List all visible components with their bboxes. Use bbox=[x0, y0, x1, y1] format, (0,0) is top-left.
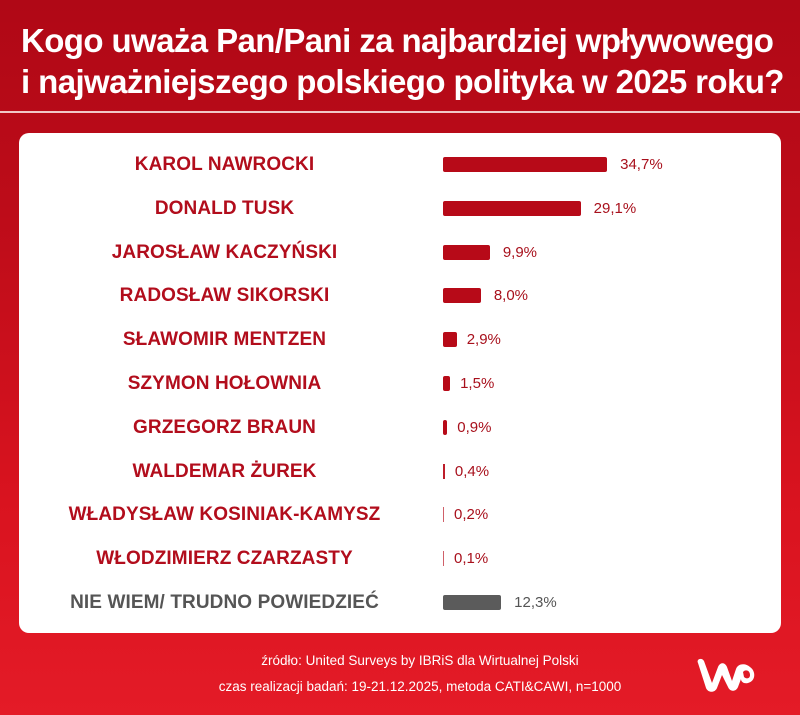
chart-row: SŁAWOMIR MENTZEN 2,9% bbox=[19, 325, 781, 355]
chart-row: WŁADYSŁAW KOSINIAK-KAMYSZ 0,2% bbox=[19, 500, 781, 530]
chart-title: Kogo uważa Pan/Pani za najbardziej wpływ… bbox=[21, 20, 791, 102]
value-label: 12,3% bbox=[514, 594, 557, 611]
chart-row: NIE WIEM/ TRUDNO POWIEDZIEĆ 12,3% bbox=[19, 588, 781, 618]
value-label: 9,9% bbox=[502, 243, 538, 261]
value-label: 8,0% bbox=[493, 287, 529, 305]
value-label: 34,7% bbox=[620, 156, 663, 173]
value-bar bbox=[443, 463, 445, 479]
category-label: JAROSŁAW KACZYŃSKI bbox=[111, 241, 338, 263]
value-label: 0,1% bbox=[454, 550, 489, 568]
value-bar bbox=[443, 507, 444, 523]
value-label: 0,4% bbox=[454, 462, 490, 480]
value-bar bbox=[443, 332, 457, 348]
value-bar bbox=[443, 419, 448, 435]
header-divider bbox=[0, 111, 800, 113]
value-bar bbox=[443, 200, 581, 216]
value-bar bbox=[443, 376, 451, 391]
category-label: SZYMON HOŁOWNIA bbox=[127, 373, 322, 394]
chart-row: WŁODZIMIERZ CZARZASTY 0,1% bbox=[19, 544, 781, 574]
value-bar bbox=[443, 244, 490, 260]
category-label: WŁODZIMIERZ CZARZASTY bbox=[96, 548, 353, 570]
category-label: RADOSŁAW SIKORSKI bbox=[119, 285, 330, 307]
category-label: WALDEMAR ŻUREK bbox=[132, 460, 317, 482]
category-label: NIE WIEM/ TRUDNO POWIEDZIEĆ bbox=[70, 592, 379, 613]
value-label: 29,1% bbox=[593, 199, 637, 217]
value-bar bbox=[443, 288, 481, 304]
chart-row: KAROL NAWROCKI 34,7% bbox=[19, 150, 781, 180]
chart-card: KAROL NAWROCKI 34,7% DONALD TUSK 29,1% JAROS… bbox=[19, 133, 781, 633]
category-label: DONALD TUSK bbox=[154, 197, 295, 219]
title-line-2: i najważniejszego polskiego polityka w 2… bbox=[21, 63, 784, 100]
chart-row: JAROSŁAW KACZYŃSKI 9,9% bbox=[19, 238, 781, 268]
wp-logo-icon bbox=[697, 658, 755, 692]
chart-row: RADOSŁAW SIKORSKI 8,0% bbox=[19, 281, 781, 311]
value-label: 0,2% bbox=[454, 506, 489, 524]
title-line-1: Kogo uważa Pan/Pani za najbardziej wpływ… bbox=[21, 22, 774, 59]
value-bar bbox=[443, 157, 608, 172]
method-note: czas realizacji badań: 19-21.12.2025, me… bbox=[218, 679, 622, 694]
value-label: 2,9% bbox=[466, 331, 501, 349]
value-label: 0,9% bbox=[457, 418, 492, 436]
chart-row: DONALD TUSK 29,1% bbox=[19, 194, 781, 224]
chart-row: GRZEGORZ BRAUN 0,9% bbox=[19, 413, 781, 443]
value-bar bbox=[443, 595, 502, 610]
chart-row: SZYMON HOŁOWNIA 1,5% bbox=[19, 369, 781, 399]
chart-row: WALDEMAR ŻUREK 0,4% bbox=[19, 457, 781, 487]
value-bar bbox=[443, 551, 444, 567]
category-label: KAROL NAWROCKI bbox=[134, 154, 315, 175]
category-label: SŁAWOMIR MENTZEN bbox=[122, 329, 327, 351]
source-note: źródło: United Surveys by IBRiS dla Wirt… bbox=[261, 653, 579, 668]
category-label: GRZEGORZ BRAUN bbox=[133, 416, 316, 438]
value-label: 1,5% bbox=[460, 375, 495, 392]
category-label: WŁADYSŁAW KOSINIAK-KAMYSZ bbox=[68, 504, 381, 526]
